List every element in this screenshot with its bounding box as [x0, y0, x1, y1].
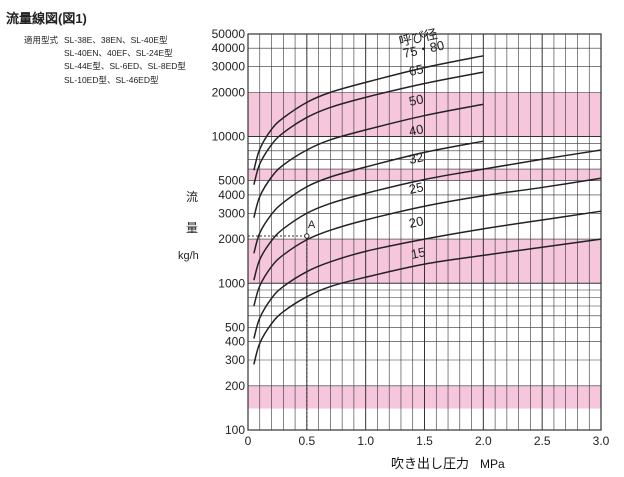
- y-tick-label: 30000: [212, 60, 246, 74]
- y-tick-label: 500: [225, 320, 245, 334]
- y-tick-label: 3000: [218, 206, 245, 220]
- series-label: 32: [408, 149, 425, 167]
- y-tick-label: 200: [225, 379, 245, 393]
- series-label: 20: [408, 213, 425, 231]
- series-line-25: [253, 177, 602, 307]
- model-row: SL-10ED型、SL-46ED型: [24, 74, 186, 87]
- x-tick-label: 2.0: [475, 434, 492, 448]
- series-label: 50: [408, 91, 425, 109]
- y-tick-label: 10000: [212, 130, 246, 144]
- x-axis-unit: MPa: [480, 457, 505, 471]
- y-tick-label: 100: [225, 423, 245, 437]
- y-axis-label-char-1: 流: [186, 190, 199, 204]
- series-line-32: [253, 149, 602, 281]
- model-row: SL-44E型、SL-6ED、SL-8ED型: [24, 60, 186, 73]
- plot-frame: [247, 33, 602, 431]
- series-line-65: [253, 71, 484, 185]
- series-line-20: [253, 210, 602, 339]
- annotation-point: [304, 233, 310, 239]
- model-row: 適用型式 SL-38E、38EN、SL-40E型: [24, 34, 186, 47]
- x-tick-label: 0: [245, 434, 252, 448]
- series-line-40: [253, 140, 484, 254]
- y-tick-label: 4000: [218, 188, 245, 202]
- series-line-50: [253, 103, 484, 218]
- model-list: 適用型式 SL-38E、38EN、SL-40E型 SL-40EN、40EF、SL-…: [24, 34, 186, 87]
- x-tick-label: 1.0: [357, 434, 374, 448]
- model-row: SL-40EN、40EF、SL-24E型: [24, 47, 186, 60]
- y-axis-label-char-2: 量: [186, 221, 199, 235]
- model-line: SL-40EN、40EF、SL-24E型: [64, 48, 173, 59]
- series-label: 25: [408, 179, 425, 197]
- y-tick-label: 300: [225, 353, 245, 367]
- x-axis-label: 吹き出し圧力: [391, 456, 469, 471]
- model-line: SL-44E型、SL-6ED、SL-8ED型: [64, 61, 186, 72]
- annotation-label: A: [308, 219, 316, 231]
- y-tick-label: 2000: [218, 232, 245, 246]
- x-tick-label: 1.5: [416, 434, 433, 448]
- y-tick-label: 400: [225, 335, 245, 349]
- y-tick-label: 1000: [218, 276, 245, 290]
- x-tick-label: 0.5: [298, 434, 315, 448]
- y-tick-label: 40000: [212, 41, 246, 55]
- page-title: 流量線図(図1): [6, 11, 87, 26]
- x-tick-label: 2.5: [534, 434, 551, 448]
- x-tick-label: 3.0: [593, 434, 610, 448]
- y-axis-unit: kg/h: [178, 250, 199, 262]
- model-line: SL-10ED型、SL-46ED型: [64, 74, 159, 85]
- series-line-15: [253, 238, 602, 365]
- series-line-75-80: [253, 55, 484, 171]
- y-tick-label: 20000: [212, 85, 246, 99]
- model-line: SL-38E、38EN、SL-40E型: [64, 35, 168, 45]
- series-label: 15: [410, 244, 427, 262]
- model-label: 適用型式: [24, 35, 59, 45]
- y-tick-label: 5000: [218, 174, 245, 188]
- y-tick-label: 50000: [212, 27, 246, 41]
- series-label: 40: [408, 121, 425, 139]
